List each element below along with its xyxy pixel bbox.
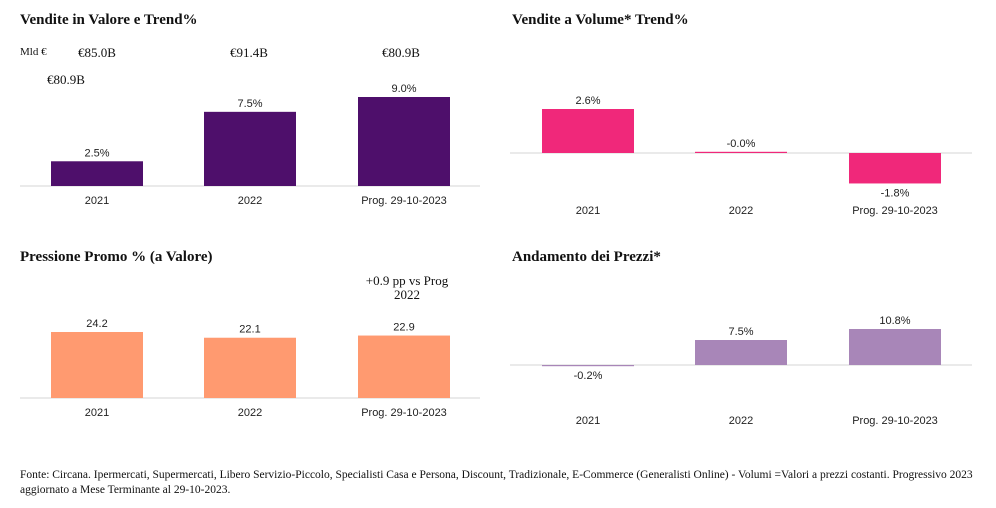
total-2021: €85.0B (78, 45, 116, 60)
chart-title-volume: Vendite a Volume* Trend% (512, 12, 689, 28)
data-label: -0.2% (574, 370, 603, 382)
promo-annotation: +0.9 pp vs Prog 2022 (365, 273, 449, 302)
data-label: 9.0% (391, 83, 416, 95)
data-label: 22.9 (393, 322, 414, 334)
tick-label: 2022 (238, 407, 262, 419)
chart-prezzi: -0.2% 2021 7.5% 2022 10.8% Prog. 29-10-2023 (510, 315, 972, 427)
bar-valore-1 (204, 111, 296, 186)
data-label: 24.2 (86, 318, 107, 330)
source-footnote: Fonte: Circana. Ipermercati, Supermercat… (20, 469, 973, 496)
chart-volume: 2.6% 2021 -0.0% 2022 -1.8% Prog. 29-10-2023 (510, 95, 972, 217)
tick-label: 2022 (729, 205, 753, 217)
tick-label: 2022 (729, 415, 753, 427)
bar-valore-2 (358, 97, 450, 186)
bar-promo-2 (358, 335, 450, 398)
bar-prezzi-0 (542, 365, 634, 367)
chart-title-prezzi: Andamento dei Prezzi* (512, 249, 661, 265)
bar-prezzi-1 (695, 340, 787, 365)
tick-label: Prog. 29-10-2023 (852, 415, 938, 427)
bar-valore-0 (51, 161, 143, 186)
bar-prezzi-2 (849, 329, 941, 365)
chart-promo: 24.2 2021 22.1 2022 22.9 Prog. 29-10-2023 (20, 318, 480, 419)
tick-label: 2021 (85, 195, 109, 207)
chart-valore: 2.5% 2021 7.5% 2022 9.0% Prog. 29-10-2023 (20, 83, 480, 207)
total-previous: €80.9B (47, 72, 85, 87)
data-label: 7.5% (728, 326, 753, 338)
data-label: 2.5% (84, 147, 109, 159)
tick-label: Prog. 29-10-2023 (361, 407, 447, 419)
bar-promo-1 (204, 337, 296, 398)
bar-promo-0 (51, 332, 143, 398)
bar-volume-0 (542, 109, 634, 153)
tick-label: 2021 (576, 415, 600, 427)
tick-label: Prog. 29-10-2023 (361, 195, 447, 207)
tick-label: Prog. 29-10-2023 (852, 205, 938, 217)
data-label: 7.5% (237, 98, 262, 110)
total-2022: €91.4B (230, 45, 268, 60)
bar-volume-1 (695, 151, 787, 153)
tick-label: 2022 (238, 195, 262, 207)
tick-label: 2021 (85, 407, 109, 419)
data-label: -1.8% (881, 187, 910, 199)
data-label: 22.1 (239, 324, 260, 336)
unit-label: Mld € (20, 46, 47, 58)
chart-title-valore: Vendite in Valore e Trend% (20, 12, 198, 28)
data-label: 10.8% (879, 315, 910, 327)
total-2023: €80.9B (382, 45, 420, 60)
chart-title-promo: Pressione Promo % (a Valore) (20, 249, 213, 265)
tick-label: 2021 (576, 205, 600, 217)
data-label: 2.6% (575, 95, 600, 107)
bar-volume-2 (849, 153, 941, 184)
data-label: -0.0% (727, 138, 756, 150)
